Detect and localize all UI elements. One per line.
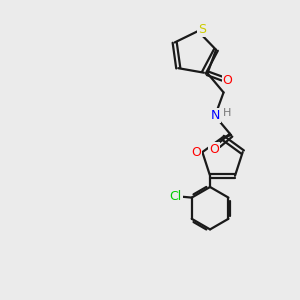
Text: S: S [198, 23, 206, 36]
Text: O: O [209, 143, 219, 156]
Text: N: N [210, 110, 220, 122]
Text: Cl: Cl [169, 190, 181, 202]
Text: O: O [223, 74, 232, 87]
Text: H: H [223, 108, 232, 118]
Text: O: O [191, 146, 201, 159]
